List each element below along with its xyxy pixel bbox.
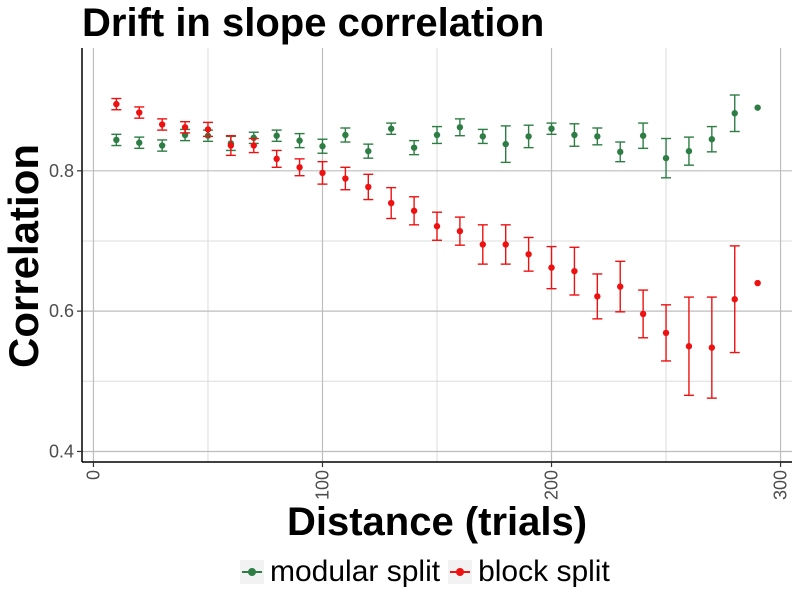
legend: modular split block split <box>240 552 618 592</box>
data-point <box>502 241 509 248</box>
series-block-split <box>111 97 761 399</box>
data-point <box>387 199 395 207</box>
data-point <box>296 137 303 144</box>
data-point <box>296 164 303 171</box>
data-point <box>639 132 647 139</box>
data-point <box>342 131 349 139</box>
series-modular-split <box>111 94 761 179</box>
data-point <box>639 310 647 318</box>
data-point <box>479 133 487 140</box>
data-point <box>617 148 624 156</box>
x-tick-label: 100 <box>312 470 332 500</box>
data-point <box>662 329 670 337</box>
data-point <box>479 241 487 248</box>
data-point <box>731 110 738 117</box>
x-tick-label: 0 <box>83 470 103 480</box>
data-point <box>113 136 120 144</box>
data-point <box>685 343 693 350</box>
data-point <box>181 124 189 131</box>
data-point <box>685 147 693 155</box>
data-point <box>113 100 120 108</box>
data-point <box>456 227 464 235</box>
data-point <box>319 169 326 177</box>
data-point <box>433 223 441 230</box>
x-tick-label: 300 <box>771 470 791 500</box>
data-point <box>548 264 555 271</box>
data-point <box>319 143 326 150</box>
data-point <box>708 344 716 351</box>
legend-key-modular-split <box>240 560 264 584</box>
y-tick-label: 0.6 <box>49 301 74 321</box>
legend-item-block-split: block split <box>448 555 610 589</box>
data-point <box>594 133 601 140</box>
data-point <box>731 296 738 303</box>
gridlines <box>82 48 792 462</box>
x-axis-title: Distance (trials) <box>286 500 588 544</box>
data-point <box>227 142 235 149</box>
data-point <box>158 121 166 128</box>
legend-label-modular-split: modular split <box>270 555 441 588</box>
data-point <box>387 125 395 132</box>
legend-label-block-split: block split <box>478 555 610 588</box>
data-point <box>136 109 143 116</box>
data-point <box>273 132 280 139</box>
legend-item-modular-split: modular split <box>240 555 440 589</box>
data-point <box>617 283 624 290</box>
data-point <box>365 147 372 155</box>
data-point <box>433 131 441 139</box>
x-tick-label: 200 <box>542 470 562 500</box>
data-point <box>525 133 532 140</box>
data-point <box>754 104 761 111</box>
data-point <box>754 279 761 287</box>
data-point <box>136 139 143 146</box>
series-layer <box>111 94 761 399</box>
data-point <box>342 175 349 182</box>
data-point <box>594 293 601 300</box>
legend-key-block-split <box>448 560 473 584</box>
data-point <box>708 136 716 143</box>
data-point <box>410 207 418 214</box>
data-point <box>250 134 257 142</box>
data-point <box>410 144 418 151</box>
axes: 0.4 0.6 0.8 0 100 200 300 <box>49 48 792 500</box>
data-point <box>158 142 166 149</box>
y-tick-label: 0.8 <box>49 161 74 181</box>
data-point <box>548 125 555 132</box>
data-point <box>204 126 212 133</box>
data-point <box>571 131 578 139</box>
y-tick-label: 0.4 <box>49 441 74 461</box>
data-point <box>662 154 670 162</box>
data-point <box>502 140 509 148</box>
data-point <box>525 251 532 258</box>
data-point <box>250 142 257 149</box>
data-point <box>365 183 372 191</box>
data-point <box>571 267 578 275</box>
data-point <box>456 124 464 131</box>
chart-title: Drift in slope correlation <box>82 1 545 45</box>
data-point <box>273 155 280 163</box>
